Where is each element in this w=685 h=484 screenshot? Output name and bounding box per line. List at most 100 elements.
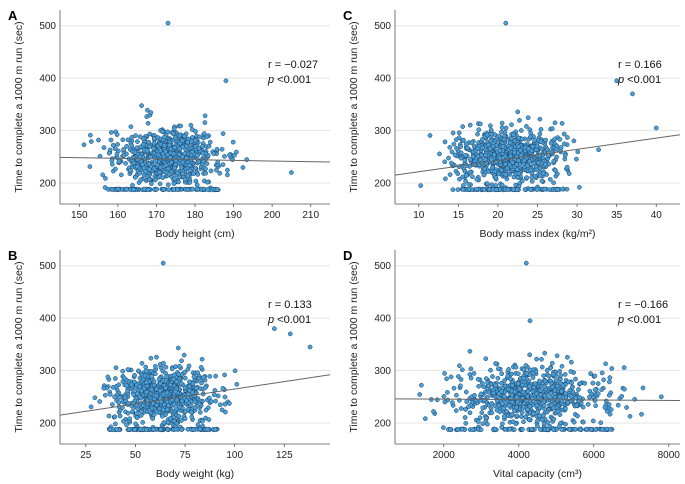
data-point (619, 393, 625, 399)
data-point (153, 393, 159, 399)
data-point (590, 380, 596, 386)
data-point (190, 390, 195, 395)
data-point (482, 166, 488, 172)
data-point (220, 131, 226, 136)
data-point (537, 131, 543, 137)
data-point (497, 155, 503, 161)
data-point (481, 172, 487, 178)
data-point (463, 141, 469, 147)
data-point (195, 370, 201, 376)
data-point (608, 426, 613, 432)
data-point (549, 360, 555, 366)
data-point (534, 167, 540, 173)
data-point (149, 181, 154, 187)
data-point (442, 371, 447, 376)
p-value: <0.001 (274, 74, 311, 86)
data-point (510, 160, 515, 165)
data-point (514, 395, 520, 400)
data-point (551, 180, 556, 186)
data-point (289, 170, 294, 175)
data-point (174, 379, 180, 385)
data-point (488, 127, 494, 133)
data-point (475, 131, 480, 137)
data-point (560, 383, 566, 389)
data-point (171, 151, 177, 157)
data-point (574, 156, 579, 162)
data-point (208, 168, 214, 174)
data-point (519, 410, 525, 415)
correlation-label: r = 0.166 (618, 59, 662, 71)
data-point (116, 382, 122, 388)
data-point (144, 173, 150, 179)
data-point (538, 396, 544, 402)
data-point (504, 409, 509, 414)
data-point (124, 422, 129, 428)
data-point (185, 426, 191, 432)
data-point (213, 398, 218, 404)
data-point (478, 397, 483, 403)
data-point (130, 183, 135, 188)
x-tick-label: 25 (80, 450, 92, 461)
data-point (474, 186, 480, 192)
data-point (565, 400, 571, 405)
data-point (480, 405, 486, 411)
data-point (510, 187, 516, 193)
data-point (113, 365, 119, 371)
x-tick-label: 100 (226, 450, 243, 461)
data-point (160, 407, 166, 413)
data-point (488, 123, 493, 129)
data-point (457, 176, 462, 182)
data-point (138, 426, 143, 432)
data-point (559, 121, 565, 126)
data-point (192, 138, 198, 144)
data-point (475, 419, 481, 424)
x-axis-label: Body mass index (kg/m²) (479, 228, 595, 240)
data-point (186, 363, 192, 369)
data-point (577, 427, 583, 432)
data-point (222, 372, 227, 378)
data-point (499, 380, 504, 386)
data-point (161, 420, 167, 425)
data-point (506, 367, 511, 372)
x-tick-label: 30 (572, 210, 584, 221)
data-point (100, 172, 106, 178)
data-point (169, 160, 174, 165)
x-tick-label: 160 (110, 210, 127, 221)
data-point (114, 151, 120, 157)
data-point (483, 152, 488, 158)
data-point (143, 169, 149, 174)
data-point (603, 398, 609, 404)
y-tick-label: 400 (39, 314, 56, 325)
data-point (592, 373, 598, 379)
data-point (113, 426, 119, 432)
data-point (125, 367, 131, 372)
data-point (109, 187, 115, 192)
data-point (222, 154, 227, 159)
data-point (125, 410, 131, 416)
data-point (195, 186, 201, 192)
data-point (467, 348, 473, 354)
data-point (151, 412, 157, 418)
data-point (149, 386, 154, 392)
data-point (157, 169, 162, 175)
data-point (201, 374, 207, 380)
data-point (120, 368, 126, 374)
data-point (568, 359, 574, 365)
data-point (530, 389, 536, 394)
data-point (538, 387, 544, 393)
data-point (451, 385, 457, 391)
data-point (528, 167, 533, 173)
data-point (481, 186, 487, 192)
data-point (164, 407, 170, 412)
data-point (225, 172, 230, 178)
data-point (121, 375, 127, 381)
data-point (193, 178, 199, 184)
x-tick-label: 4000 (508, 450, 531, 461)
data-point (146, 139, 152, 145)
data-point (177, 404, 182, 410)
data-point (525, 388, 531, 394)
x-tick-label: 75 (180, 450, 192, 461)
data-point (165, 129, 170, 135)
p-value-label: p <0.001 (617, 314, 661, 326)
data-point (114, 132, 120, 137)
